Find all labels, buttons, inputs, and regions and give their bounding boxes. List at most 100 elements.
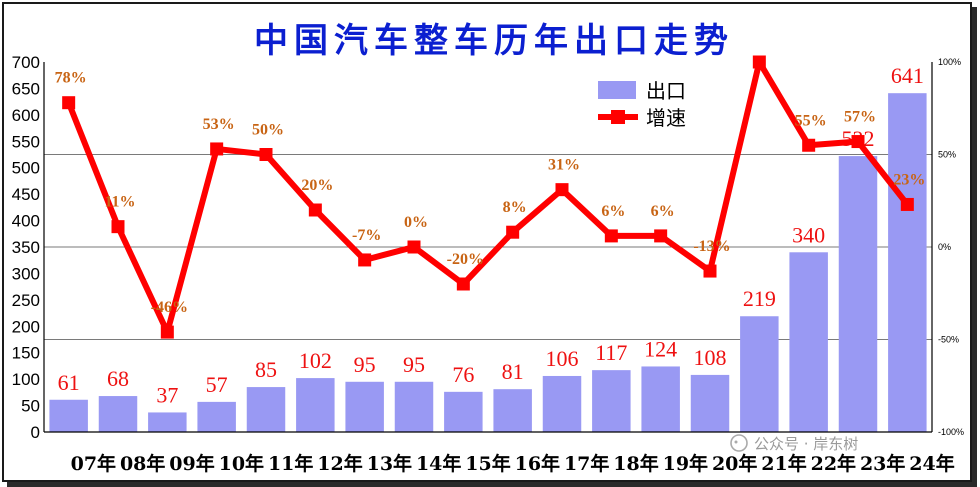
bar-11 <box>592 370 631 432</box>
x-category-label-2: 09年 <box>169 452 214 475</box>
bar-value-label-11: 117 <box>595 340 627 365</box>
bar-value-label-7: 95 <box>403 352 425 377</box>
growth-pct-label-13: -13% <box>693 238 730 255</box>
bar-value-label-12: 124 <box>644 336 677 361</box>
bars-export <box>49 93 927 433</box>
bar-0 <box>49 399 88 432</box>
growth-pct-label-7: 0% <box>404 214 428 231</box>
bar-15 <box>789 252 828 432</box>
growth-pct-label-15: 55% <box>795 112 827 129</box>
growth-pct-labels: 78% 11% -46% 53% 50% 20% -7% 0% -20% 8% 31% 6% 6% -13… <box>55 70 926 316</box>
growth-pct-label-11: 6% <box>601 203 625 220</box>
growth-pct-label-4: 50% <box>252 122 284 139</box>
growth-marker-9 <box>506 225 520 239</box>
left-tick-label-7: 350 <box>12 238 40 257</box>
left-tick-label-9: 450 <box>12 185 40 204</box>
legend-swatch-growth-marker <box>611 110 625 124</box>
x-category-label-0: 07年 <box>71 452 116 475</box>
x-category-label-3: 10年 <box>219 452 264 475</box>
left-tick-label-0: 0 <box>31 423 40 442</box>
bar-value-label-5: 102 <box>299 348 332 373</box>
x-category-label-10: 17年 <box>564 452 609 475</box>
x-category-label-5: 12年 <box>317 452 362 475</box>
bar-13 <box>690 374 730 432</box>
growth-marker-3 <box>210 142 224 156</box>
bar-value-label-4: 85 <box>255 357 277 382</box>
x-category-label-17: 24年 <box>909 452 954 475</box>
left-tick-label-6: 300 <box>12 264 40 283</box>
left-tick-label-10: 500 <box>12 159 40 178</box>
growth-pct-label-10: 31% <box>548 157 580 174</box>
left-tick-label-3: 150 <box>12 344 40 363</box>
growth-marker-16 <box>851 135 865 149</box>
legend-label-export: 出口 <box>646 79 686 103</box>
bar-2 <box>148 412 187 432</box>
left-tick-label-11: 550 <box>12 132 40 151</box>
right-tick-label-1: -50% <box>938 335 959 345</box>
growth-pct-label-12: 6% <box>651 203 675 220</box>
bar-14 <box>740 316 779 432</box>
left-tick-label-1: 50 <box>21 397 40 416</box>
growth-marker-4 <box>259 148 273 161</box>
x-category-label-1: 08年 <box>120 452 165 475</box>
bar-10 <box>542 375 582 432</box>
left-tick-label-5: 250 <box>12 291 40 310</box>
right-tick-label-0: -100% <box>938 427 964 437</box>
x-category-label-14: 21年 <box>761 452 806 475</box>
wechat-icon <box>730 434 748 452</box>
wechat-icon-dot <box>734 440 738 444</box>
growth-pct-label-6: -7% <box>352 227 381 244</box>
legend: 出口 增速 <box>598 79 686 130</box>
bar-value-label-9: 81 <box>502 359 524 384</box>
growth-pct-label-1: 11% <box>104 194 135 211</box>
growth-pct-label-2: -46% <box>151 299 188 316</box>
left-tick-label-12: 600 <box>12 106 40 125</box>
bar-value-label-0: 61 <box>58 370 80 395</box>
watermark: 公众号 · 岸东树 <box>730 434 858 453</box>
growth-marker-7 <box>407 240 421 254</box>
growth-marker-1 <box>111 220 125 234</box>
bar-4 <box>246 387 286 432</box>
growth-marker-5 <box>308 203 322 217</box>
bar-value-label-1: 68 <box>107 366 129 391</box>
bar-value-label-8: 76 <box>452 362 474 387</box>
bar-16 <box>838 156 878 433</box>
x-category-label-15: 22年 <box>811 452 856 475</box>
legend-swatch-export <box>598 81 636 99</box>
bar-value-label-17: 641 <box>891 63 924 88</box>
growth-line-path <box>65 59 910 336</box>
right-tick-label-4: 100% <box>938 57 961 67</box>
bar-value-label-2: 37 <box>156 382 178 407</box>
growth-pct-label-8: -20% <box>447 251 484 268</box>
bar-7 <box>394 381 434 432</box>
watermark-text: 公众号 · 岸东树 <box>754 435 858 453</box>
growth-line <box>62 55 914 339</box>
right-tick-label-3: 50% <box>938 150 956 160</box>
x-category-label-9: 16年 <box>515 452 560 475</box>
left-tick-label-14: 700 <box>12 53 40 72</box>
bar-6 <box>345 381 384 432</box>
growth-pct-label-9: 8% <box>503 199 527 216</box>
bar-value-labels: 61 68 37 57 85 102 95 95 76 81 106 117 124 108 219 340 5… <box>58 63 924 407</box>
growth-marker-0 <box>62 96 76 110</box>
bar-12 <box>641 366 680 432</box>
x-axis-categories: 07年 08年 09年 10年 11年 12年 13年 14年 15年 16年 17年 18年 19年 2… <box>71 452 955 475</box>
export-trend-chart: 中国汽车整车历年出口走势 0 50 100 150 200 250 300 350 400 450… <box>12 21 964 475</box>
growth-pct-label-17: 23% <box>893 171 925 188</box>
bar-8 <box>444 391 483 432</box>
growth-marker-8 <box>456 277 470 291</box>
left-axis-ticks: 0 50 100 150 200 250 300 350 400 450 500 550 600 650 7… <box>12 53 40 442</box>
x-category-label-13: 20年 <box>712 452 757 475</box>
left-tick-label-2: 100 <box>12 370 40 389</box>
growth-marker-13 <box>703 264 717 278</box>
growth-pct-label-5: 20% <box>301 177 333 194</box>
growth-marker-14 <box>752 55 766 69</box>
right-tick-label-2: 0% <box>938 242 951 252</box>
bar-value-label-10: 106 <box>546 346 579 371</box>
left-tick-label-13: 650 <box>12 79 40 98</box>
growth-marker-6 <box>358 253 372 267</box>
growth-marker-17 <box>900 197 914 211</box>
growth-marker-15 <box>802 138 816 152</box>
legend-label-growth: 增速 <box>646 106 686 130</box>
bar-5 <box>296 378 335 432</box>
